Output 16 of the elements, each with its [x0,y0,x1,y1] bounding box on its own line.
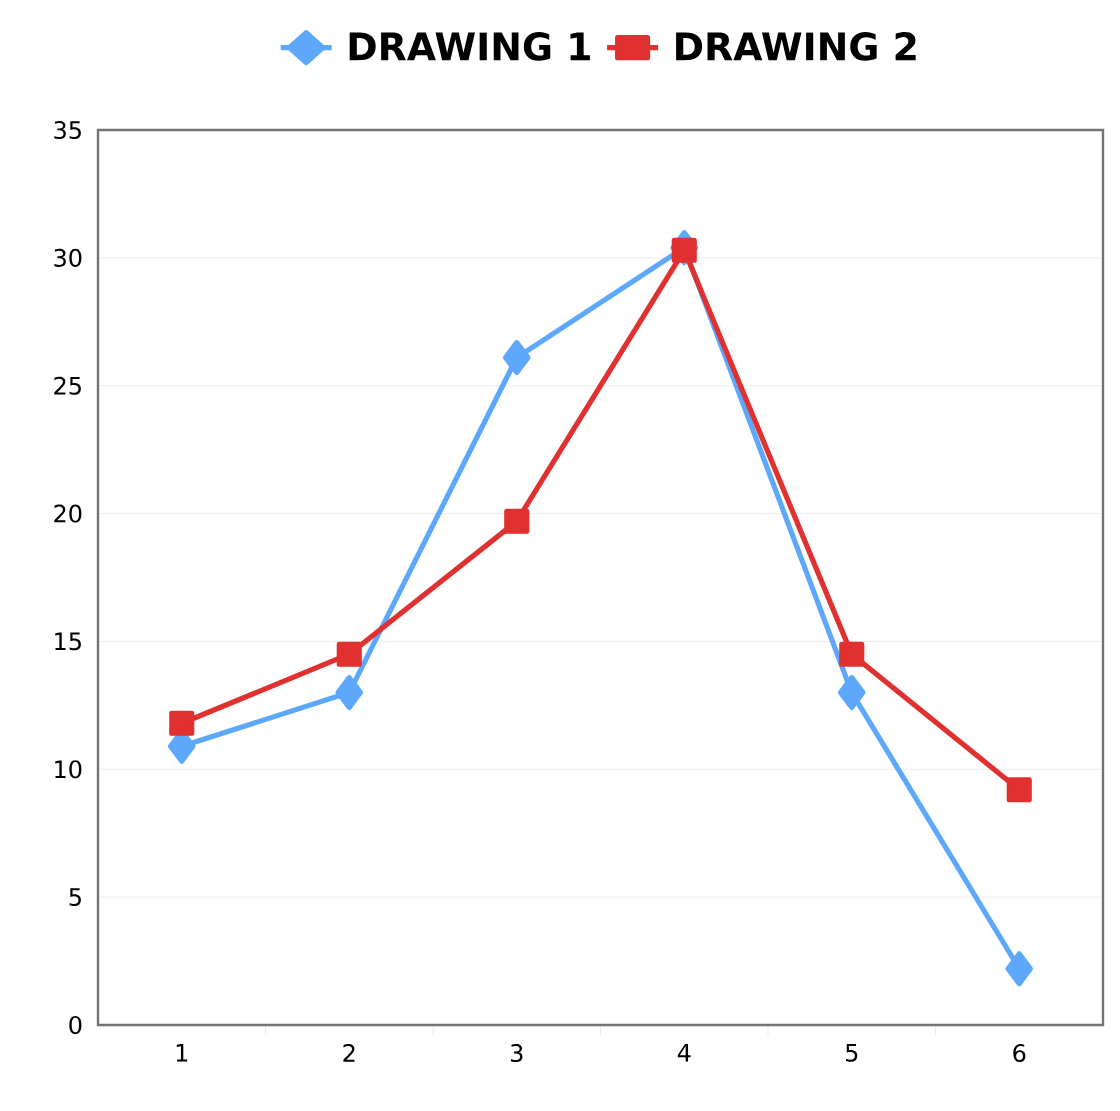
y-tick-label: 5 [69,888,81,907]
legend-label: DRAWING 1 [349,32,590,61]
x-tick-label: 5 [845,1043,858,1062]
y-tick-label: 25 [54,376,81,395]
y-tick-label: 15 [55,632,81,651]
y-tick-label: 35 [54,120,81,140]
x-tick-label: 6 [1013,1043,1026,1063]
y-tick-label: 10 [55,760,82,779]
legend-label: DRAWING 2 [676,32,916,61]
x-tick-label: 2 [343,1043,355,1062]
x-tick-label: 4 [677,1043,691,1062]
y-tick-label: 20 [54,504,82,523]
y-tick-label: 0 [69,1015,82,1035]
x-tick-label: 3 [510,1043,523,1063]
y-tick-label: 30 [54,248,82,267]
x-tick-label: 1 [176,1043,188,1062]
